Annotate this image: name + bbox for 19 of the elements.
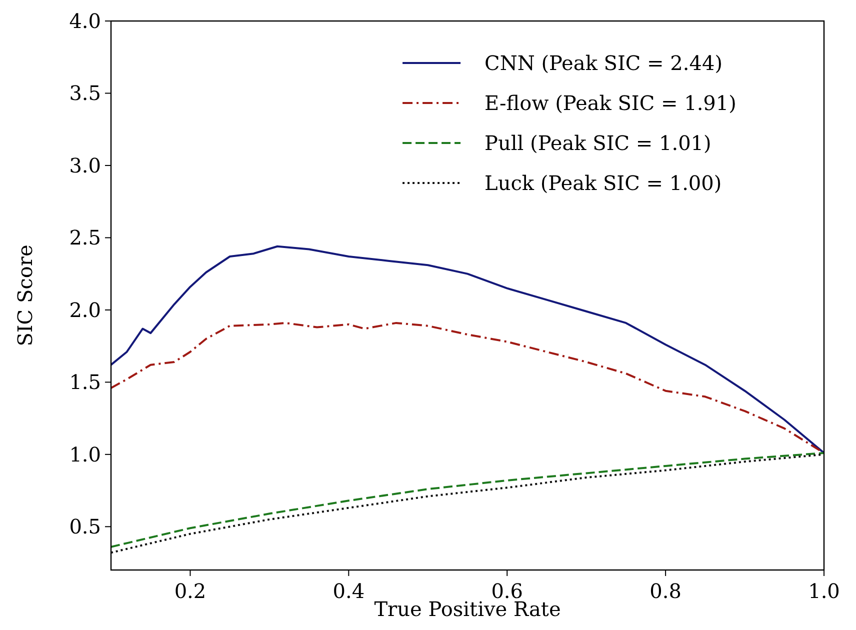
x-tick-label: 0.2 [174,579,206,603]
x-tick-label: 1.0 [808,579,840,603]
x-tick-label: 0.8 [650,579,682,603]
y-tick-label: 0.5 [69,514,101,539]
y-tick-label: 4.0 [69,9,101,33]
legend-label: Luck (Peak SIC = 1.00) [484,171,722,195]
y-tick-label: 1.5 [69,370,101,394]
y-tick-label: 3.5 [69,81,101,106]
x-tick-label: 0.4 [332,579,365,603]
y-tick-label: 3.0 [69,153,101,178]
x-axis-title: True Positive Rate [374,597,561,621]
legend-label: E-flow (Peak SIC = 1.91) [484,91,736,115]
legend-label: CNN (Peak SIC = 2.44) [484,51,723,75]
line-series [111,245,824,454]
y-axis-title: SIC Score [13,244,37,346]
y-tick-label: 2.5 [69,226,101,250]
y-tick-label: 1.0 [69,442,101,466]
legend-label: Pull (Peak SIC = 1.01) [484,131,712,155]
y-tick-label: 2.0 [69,298,101,322]
